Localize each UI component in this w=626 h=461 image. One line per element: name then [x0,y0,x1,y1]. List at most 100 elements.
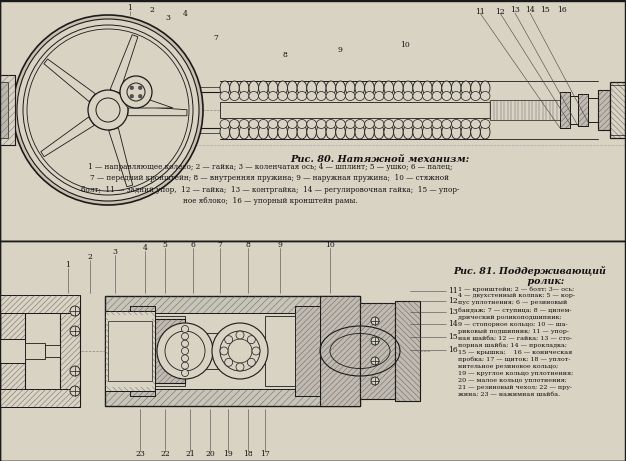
Text: 1 — кронштейн; 2 — болт; 3— ось;
4 — двухстенный колпак; 5 — кор-
пус уплотнения: 1 — кронштейн; 2 — болт; 3— ось; 4 — дву… [458,286,575,396]
Text: 7: 7 [213,34,218,42]
Ellipse shape [394,81,403,95]
Bar [578,94,588,126]
Ellipse shape [413,119,423,129]
Ellipse shape [259,125,268,139]
Polygon shape [44,59,95,101]
Text: 1: 1 [66,261,71,269]
Ellipse shape [423,81,432,95]
Text: 4: 4 [183,10,187,18]
Ellipse shape [442,91,451,100]
Circle shape [23,25,193,195]
Text: 11: 11 [475,8,485,16]
Ellipse shape [249,125,259,139]
Ellipse shape [442,125,451,139]
Ellipse shape [297,119,307,129]
Bar [60,296,80,406]
Ellipse shape [480,125,490,139]
Text: Рис. 81. Поддерживающий
          ролик:: Рис. 81. Поддерживающий ролик: [454,266,607,286]
Text: 13: 13 [448,308,458,316]
Circle shape [225,358,233,366]
Ellipse shape [278,91,287,100]
Ellipse shape [336,119,346,129]
Ellipse shape [249,91,259,100]
Ellipse shape [278,125,287,139]
Circle shape [165,331,205,371]
Text: 11: 11 [448,287,458,295]
Bar [105,311,155,391]
Circle shape [130,95,133,98]
Ellipse shape [346,119,355,129]
Text: 16: 16 [557,6,567,14]
Circle shape [157,323,213,379]
Ellipse shape [287,91,297,100]
Ellipse shape [355,125,364,139]
Ellipse shape [471,125,480,139]
Circle shape [182,325,188,332]
Bar [610,82,626,138]
Ellipse shape [461,125,471,139]
Text: 14: 14 [448,320,458,328]
Ellipse shape [355,119,364,129]
Ellipse shape [230,119,239,129]
Ellipse shape [220,125,230,139]
Text: 9: 9 [277,241,282,249]
Circle shape [138,86,142,89]
Ellipse shape [239,125,249,139]
Circle shape [182,362,188,369]
Ellipse shape [220,91,230,100]
Circle shape [182,348,188,355]
Ellipse shape [451,119,461,129]
Bar [588,98,598,122]
Circle shape [220,347,228,355]
Text: 2: 2 [150,6,155,14]
Bar [560,92,570,128]
Ellipse shape [239,91,249,100]
Ellipse shape [307,81,316,95]
Bar [490,100,560,120]
Circle shape [88,90,128,130]
Bar [610,85,626,135]
Ellipse shape [423,91,432,100]
Bar [105,296,360,406]
Bar [320,296,360,406]
Ellipse shape [316,91,326,100]
Text: 5: 5 [163,241,167,249]
Bar [105,313,360,389]
Text: 1 — направляющее колесо; 2 — гайка; 3 — коленчатая ось; 4 — шплинт; 5 — ушко; 6 : 1 — направляющее колесо; 2 — гайка; 3 — … [81,163,459,205]
Bar [108,321,152,381]
Ellipse shape [442,81,451,95]
Bar [105,311,155,391]
Ellipse shape [384,91,394,100]
Bar [108,315,152,387]
Ellipse shape [297,91,307,100]
Ellipse shape [316,81,326,95]
Ellipse shape [307,125,316,139]
Bar [610,82,626,138]
Ellipse shape [326,125,336,139]
Bar [0,75,15,145]
Text: 18: 18 [243,450,253,458]
Ellipse shape [403,81,413,95]
Circle shape [371,357,379,365]
Bar [0,389,80,407]
Circle shape [371,317,379,325]
Bar [155,319,185,383]
Text: 2: 2 [88,253,93,261]
Ellipse shape [346,91,355,100]
Text: 17: 17 [260,450,270,458]
Ellipse shape [316,119,326,129]
Text: 22: 22 [160,450,170,458]
Circle shape [17,19,199,201]
Ellipse shape [336,125,346,139]
Bar [0,241,626,461]
Ellipse shape [461,91,471,100]
Circle shape [127,83,145,101]
Circle shape [182,333,188,340]
Bar [0,339,25,363]
Text: 13: 13 [510,6,520,14]
Ellipse shape [364,125,374,139]
Ellipse shape [451,125,461,139]
Ellipse shape [326,81,336,95]
Ellipse shape [336,91,346,100]
Ellipse shape [403,91,413,100]
